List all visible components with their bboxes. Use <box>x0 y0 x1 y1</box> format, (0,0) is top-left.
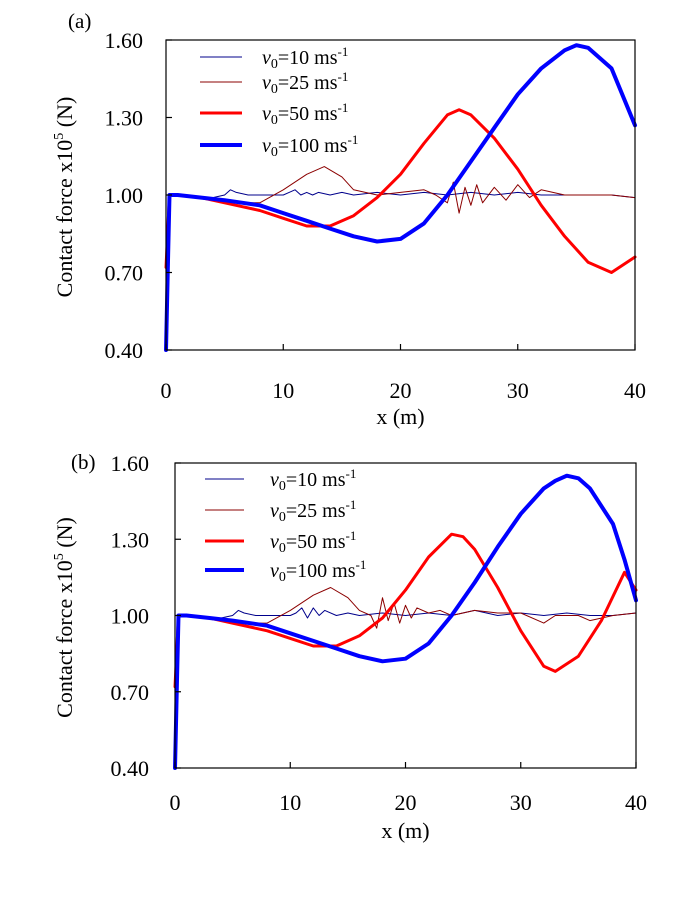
legend-label: v0=25 ms-1 <box>262 69 348 97</box>
x-axis-label: x (m) <box>381 818 429 843</box>
legend-label: v0=25 ms-1 <box>270 497 356 525</box>
y-tick-label: 1.30 <box>105 106 144 131</box>
y-tick-label: 1.30 <box>111 527 150 552</box>
x-tick-label: 0 <box>161 378 172 403</box>
y-tick-label: 0.70 <box>111 680 150 705</box>
series-line <box>174 607 637 769</box>
panel-label: (b) <box>71 450 96 474</box>
legend-label: v0=10 ms-1 <box>270 466 356 494</box>
y-tick-label: 1.60 <box>105 28 144 53</box>
x-tick-label: 30 <box>510 790 532 815</box>
x-axis-label: x (m) <box>376 404 424 429</box>
x-tick-label: 0 <box>170 790 181 815</box>
legend-label: v0=100 ms-1 <box>270 557 366 585</box>
legend-label: v0=100 ms-1 <box>262 132 358 160</box>
y-tick-label: 1.00 <box>105 183 144 208</box>
x-tick-label: 40 <box>625 790 647 815</box>
chart-panel-b: (b) 0.40 0.70 1.00 1.30 1.60 0 10 20 30 40 x (m) Con… <box>52 450 647 843</box>
series-line <box>164 108 637 274</box>
legend-label: v0=10 ms-1 <box>262 44 348 72</box>
y-tick-label: 1.00 <box>111 604 150 629</box>
x-tick-label: 10 <box>279 790 301 815</box>
series-line <box>173 532 638 689</box>
series-line <box>165 166 636 351</box>
x-tick-label: 10 <box>272 378 294 403</box>
series-line <box>164 43 637 352</box>
x-tick-label: 20 <box>390 378 412 403</box>
y-axis-label: Contact force x105 (N) <box>52 97 77 298</box>
series-line <box>165 189 636 351</box>
legend-label: v0=50 ms-1 <box>262 100 348 128</box>
y-tick-label: 1.60 <box>111 451 150 476</box>
x-tick-label: 40 <box>624 378 646 403</box>
y-axis-label: Contact force x105 (N) <box>52 517 77 718</box>
y-tick-label: 0.40 <box>111 756 150 781</box>
x-tick-label: 20 <box>395 790 417 815</box>
y-tick-label: 0.70 <box>105 261 144 286</box>
y-tick-label: 0.40 <box>105 338 144 363</box>
series-line <box>174 587 637 769</box>
x-tick-label: 30 <box>507 378 529 403</box>
legend-label: v0=50 ms-1 <box>270 528 356 556</box>
panel-label: (a) <box>68 9 91 33</box>
chart-panel-a: (a) 0.40 0.70 1.00 1.30 1.60 0 10 20 30 40 x (m) Con… <box>52 9 646 429</box>
series-line <box>173 473 638 770</box>
